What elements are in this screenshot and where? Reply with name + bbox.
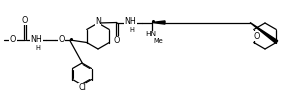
Text: N: N: [95, 17, 101, 26]
Text: Me: Me: [154, 38, 164, 43]
Text: O: O: [58, 36, 65, 45]
Text: O: O: [22, 16, 28, 25]
Polygon shape: [250, 22, 278, 43]
Text: O: O: [253, 31, 260, 41]
Text: NH: NH: [125, 17, 136, 26]
Text: H: H: [129, 27, 134, 33]
Text: H: H: [35, 46, 40, 51]
Polygon shape: [152, 21, 165, 24]
Text: Cl: Cl: [78, 84, 86, 93]
Text: HN: HN: [145, 31, 156, 38]
Text: O: O: [114, 36, 120, 45]
Text: O: O: [10, 36, 16, 45]
Text: NH: NH: [30, 35, 42, 44]
